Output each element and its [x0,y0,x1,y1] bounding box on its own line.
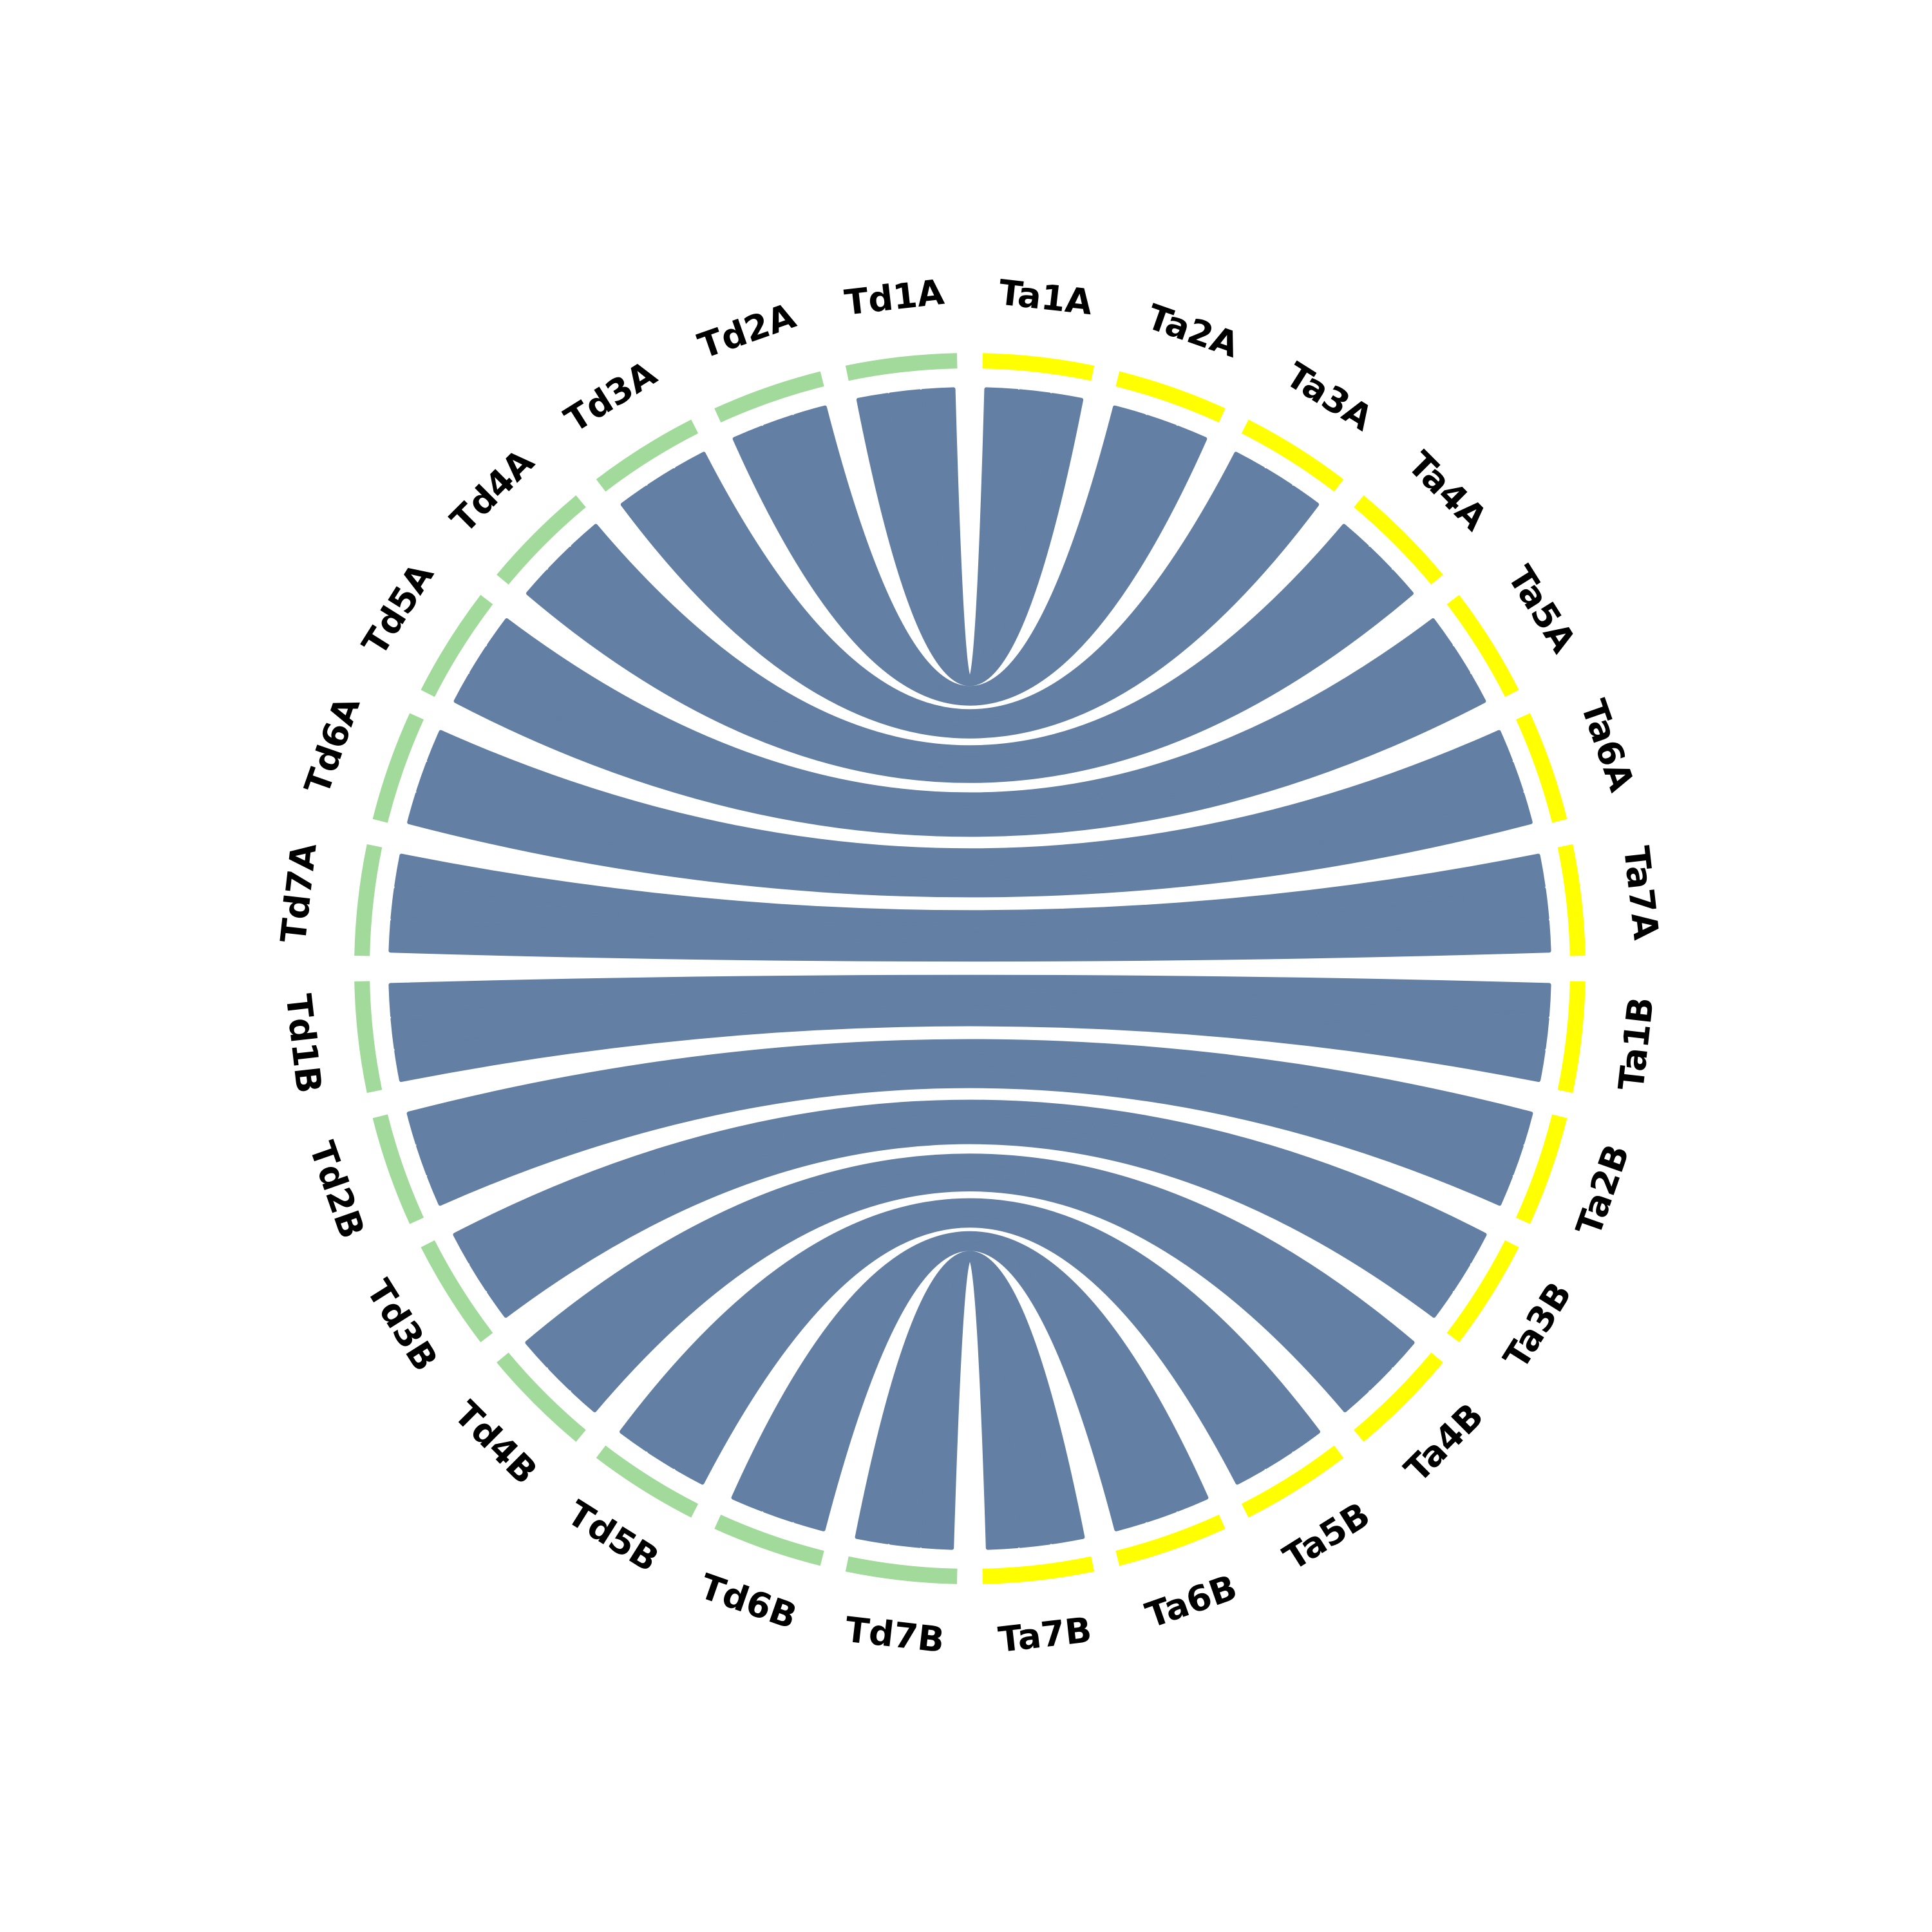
segment-label: Ta6B [1141,1567,1242,1636]
chromosome-segment [714,1514,824,1566]
link-ribbon [427,730,1513,867]
chromosome-segment [1354,495,1443,585]
link-ribbon [920,1255,1019,1550]
chromosome-segment [1354,1352,1443,1442]
segment-label: Td4B [446,1393,545,1492]
segment-label: Ta1B [1611,995,1662,1092]
segment-label: Ta3A [1279,355,1380,439]
link-ribbon [888,1253,1052,1548]
link-ribbon [416,761,1524,882]
segment-label: Td3B [359,1273,446,1378]
chromosome-segment [372,713,424,823]
segment-label: Ta5A [1500,559,1584,660]
chromosome-segment [596,1445,699,1518]
link-ribbon [856,393,1084,687]
link-ribbon [453,673,1486,837]
chromosome-segment [982,1556,1095,1584]
segment-label: Ta6A [1573,694,1642,797]
chromosome-segment [982,353,1095,381]
link-ribbon [732,426,1208,706]
chromosome-segment [497,1352,586,1442]
link-ribbon [793,1243,1147,1531]
segment-label: Ta4A [1400,444,1495,539]
chromosome-segment [354,981,383,1094]
link-ribbon [888,389,1052,684]
chromosome-segment [1515,1114,1567,1224]
link-ribbon [394,1008,1546,1083]
segment-label: Ta3B [1495,1275,1580,1376]
segment-label: Td6A [297,692,368,799]
chromosome-segment [354,844,383,956]
chromosome-segment [1557,844,1586,956]
segment-label: Ta7A [1616,844,1667,942]
link-ribbon [390,992,1549,1050]
chromosome-segment [372,1114,424,1224]
chromosome-segment [845,353,958,381]
link-ribbon [487,1128,1453,1318]
segment-label: Td7A [273,841,325,945]
chromosome-segment [714,371,824,423]
segment-label: Td2B [301,1137,372,1244]
segment-label: Ta5B [1276,1494,1377,1578]
chromosome-segment [1515,713,1567,823]
chromosome-segment [1446,1240,1519,1343]
link-ribbon [526,569,1414,783]
link-ribbon [793,405,1147,694]
segment-label: Ta4B [1397,1396,1492,1490]
segment-label: Td5B [560,1493,666,1580]
chromosome-segment [596,419,699,492]
chromosome-segment [1115,371,1226,423]
chromosome-segment [421,594,493,697]
link-ribbon [394,853,1546,929]
link-ribbon [674,1217,1265,1485]
segment-label: Td7B [843,1609,946,1661]
link-ribbon [571,1177,1369,1412]
chromosome-segment [421,1240,493,1343]
segment-label: Td3A [558,353,664,440]
link-ribbon [388,919,1551,962]
chromosome-segment [1241,419,1344,492]
segment-label: Ta1A [997,272,1095,323]
segment-label: Td2A [693,296,800,367]
chromosome-segment [1241,1445,1344,1518]
segment-label: Td4A [442,441,542,540]
link-ribbon [620,486,1320,739]
chromosome-segment [845,1556,958,1584]
chromosome-segment [1557,981,1586,1094]
segment-label: Ta2A [1142,296,1244,366]
link-ribbon [388,974,1551,1018]
segment-label: Td1A [842,272,946,323]
segment-label: Td5A [354,556,442,662]
chromosome-segment [1446,594,1519,697]
segment-label: Ta7B [996,1609,1094,1660]
link-ribbon [407,791,1533,898]
segment-label: Td1B [278,992,329,1095]
links [388,387,1551,1550]
segment-label: Ta2B [1568,1139,1637,1241]
segment-label: Td6B [695,1566,802,1637]
link-ribbon [390,887,1549,945]
chromosome-segment [497,495,586,585]
chromosome-segment [1115,1514,1226,1566]
link-ribbon [427,1070,1513,1206]
